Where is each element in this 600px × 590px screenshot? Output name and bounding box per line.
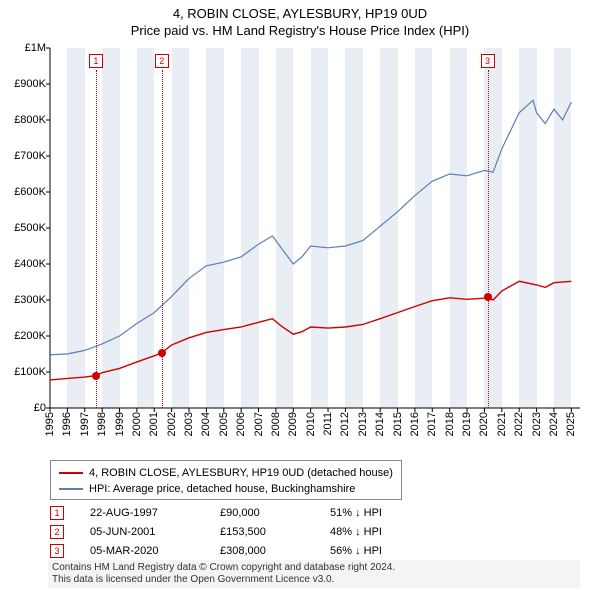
x-tick-label: 2025: [565, 412, 577, 436]
x-tick-label: 2012: [339, 412, 351, 436]
y-tick-label: £200K: [14, 330, 46, 342]
sale-marker-2: 2: [50, 525, 64, 539]
plot-svg: [50, 48, 580, 408]
sale-marker-dot: [484, 293, 492, 301]
x-tick-label: 2021: [496, 412, 508, 436]
sale-row: 2 05-JUN-2001 £153,500 48% ↓ HPI: [50, 522, 450, 541]
y-tick-label: £700K: [14, 150, 46, 162]
title-block: 4, ROBIN CLOSE, AYLESBURY, HP19 0UD Pric…: [0, 0, 600, 38]
x-tick-label: 2006: [235, 412, 247, 436]
sale-marker-dot: [92, 372, 100, 380]
x-tick-label: 2023: [531, 412, 543, 436]
x-tick-label: 2000: [131, 412, 143, 436]
x-tick-label: 2015: [392, 412, 404, 436]
attribution-line-1: Contains HM Land Registry data © Crown c…: [52, 562, 576, 574]
x-tick-label: 2014: [374, 412, 386, 436]
x-tick-label: 2024: [548, 412, 560, 436]
series-hpi: [50, 100, 571, 355]
x-tick-label: 2018: [444, 412, 456, 436]
y-tick-label: £300K: [14, 294, 46, 306]
sale-price: £153,500: [220, 526, 310, 538]
x-tick-label: 2003: [183, 412, 195, 436]
y-tick-label: £400K: [14, 258, 46, 270]
sale-marker-box: 3: [481, 54, 495, 68]
sale-marker-box: 2: [155, 54, 169, 68]
sale-marker-line: [162, 70, 163, 408]
x-tick-label: 2010: [305, 412, 317, 436]
sale-marker-line: [488, 70, 489, 408]
legend-swatch-property: [59, 472, 83, 474]
x-tick-label: 2017: [426, 412, 438, 436]
x-tick-label: 2008: [270, 412, 282, 436]
sale-row: 1 22-AUG-1997 £90,000 51% ↓ HPI: [50, 503, 450, 522]
y-tick-label: £1M: [25, 42, 46, 54]
sale-date: 05-JUN-2001: [90, 526, 200, 538]
x-tick-label: 2005: [218, 412, 230, 436]
y-tick-label: £900K: [14, 78, 46, 90]
sale-date: 05-MAR-2020: [90, 545, 200, 557]
sale-delta: 48% ↓ HPI: [330, 526, 450, 538]
y-tick-label: £600K: [14, 186, 46, 198]
x-tick-label: 1999: [114, 412, 126, 436]
sale-delta: 51% ↓ HPI: [330, 507, 450, 519]
x-tick-label: 1995: [44, 412, 56, 436]
sale-marker-line: [96, 70, 97, 408]
x-tick-label: 2016: [409, 412, 421, 436]
x-tick-label: 1996: [61, 412, 73, 436]
attribution-line-2: This data is licensed under the Open Gov…: [52, 574, 576, 586]
attribution-box: Contains HM Land Registry data © Crown c…: [48, 560, 580, 588]
legend-row: 4, ROBIN CLOSE, AYLESBURY, HP19 0UD (det…: [59, 465, 393, 481]
x-tick-label: 2013: [357, 412, 369, 436]
y-tick-label: £500K: [14, 222, 46, 234]
x-tick-label: 2004: [200, 412, 212, 436]
x-tick-label: 2022: [513, 412, 525, 436]
x-tick-label: 1997: [79, 412, 91, 436]
sale-delta: 56% ↓ HPI: [330, 545, 450, 557]
title-sub: Price paid vs. HM Land Registry's House …: [0, 23, 600, 38]
x-tick-label: 1998: [96, 412, 108, 436]
legend-label-hpi: HPI: Average price, detached house, Buck…: [89, 481, 355, 497]
x-tick-label: 2020: [478, 412, 490, 436]
sale-marker-dot: [158, 349, 166, 357]
x-tick-label: 2019: [461, 412, 473, 436]
chart-plot-area: £0£100K£200K£300K£400K£500K£600K£700K£80…: [50, 48, 580, 408]
x-tick-label: 2001: [148, 412, 160, 436]
y-tick-label: £800K: [14, 114, 46, 126]
sale-price: £308,000: [220, 545, 310, 557]
x-tick-label: 2007: [253, 412, 265, 436]
x-tick-label: 2009: [287, 412, 299, 436]
sales-table: 1 22-AUG-1997 £90,000 51% ↓ HPI 2 05-JUN…: [50, 503, 450, 560]
legend-box: 4, ROBIN CLOSE, AYLESBURY, HP19 0UD (det…: [50, 460, 402, 500]
y-tick-label: £100K: [14, 366, 46, 378]
chart-container: 4, ROBIN CLOSE, AYLESBURY, HP19 0UD Pric…: [0, 0, 600, 590]
legend-swatch-hpi: [59, 488, 83, 490]
series-property: [50, 281, 571, 380]
sale-date: 22-AUG-1997: [90, 507, 200, 519]
legend-label-property: 4, ROBIN CLOSE, AYLESBURY, HP19 0UD (det…: [89, 465, 393, 481]
sale-marker-box: 1: [89, 54, 103, 68]
x-tick-label: 2011: [322, 412, 334, 436]
sale-price: £90,000: [220, 507, 310, 519]
legend-row: HPI: Average price, detached house, Buck…: [59, 481, 393, 497]
title-main: 4, ROBIN CLOSE, AYLESBURY, HP19 0UD: [0, 6, 600, 21]
sale-row: 3 05-MAR-2020 £308,000 56% ↓ HPI: [50, 541, 450, 560]
sale-marker-1: 1: [50, 506, 64, 520]
x-tick-label: 2002: [166, 412, 178, 436]
sale-marker-3: 3: [50, 544, 64, 558]
